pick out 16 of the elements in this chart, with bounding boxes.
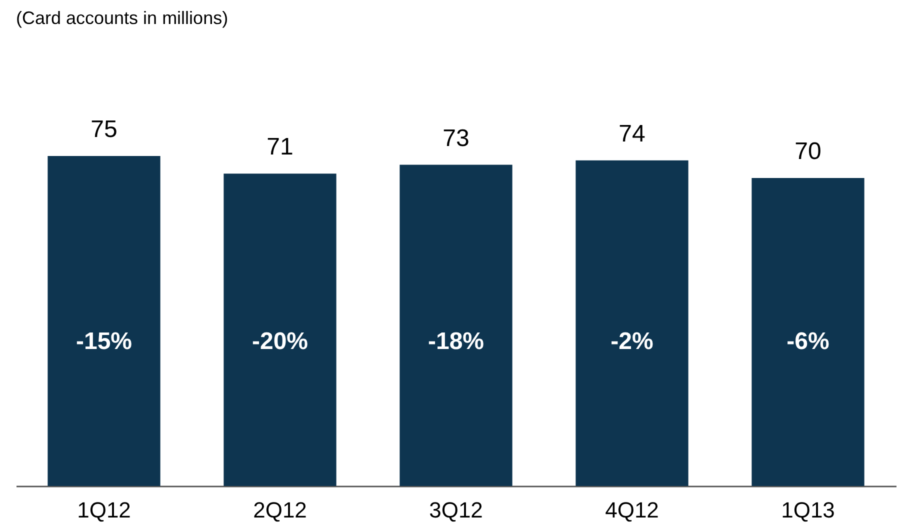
chart-title: (Card accounts in millions) (16, 8, 228, 28)
annotation: -6% (786, 328, 830, 355)
x-tick-label: 1Q13 (781, 498, 835, 522)
x-tick-label: 1Q12 (77, 498, 131, 522)
annotation: -15% (76, 328, 132, 355)
data-label: 75 (90, 116, 118, 143)
data-label: 70 (794, 138, 822, 165)
data-label: 73 (442, 124, 470, 152)
data-label: 71 (266, 134, 294, 161)
annotation: -18% (428, 328, 484, 355)
x-tick-label: 4Q12 (605, 498, 659, 522)
x-tick-label: 2Q12 (253, 498, 307, 522)
annotation: -2% (610, 328, 654, 355)
x-tick-label: 3Q12 (429, 498, 483, 522)
data-label: 74 (618, 120, 646, 148)
annotation: -20% (252, 328, 308, 355)
